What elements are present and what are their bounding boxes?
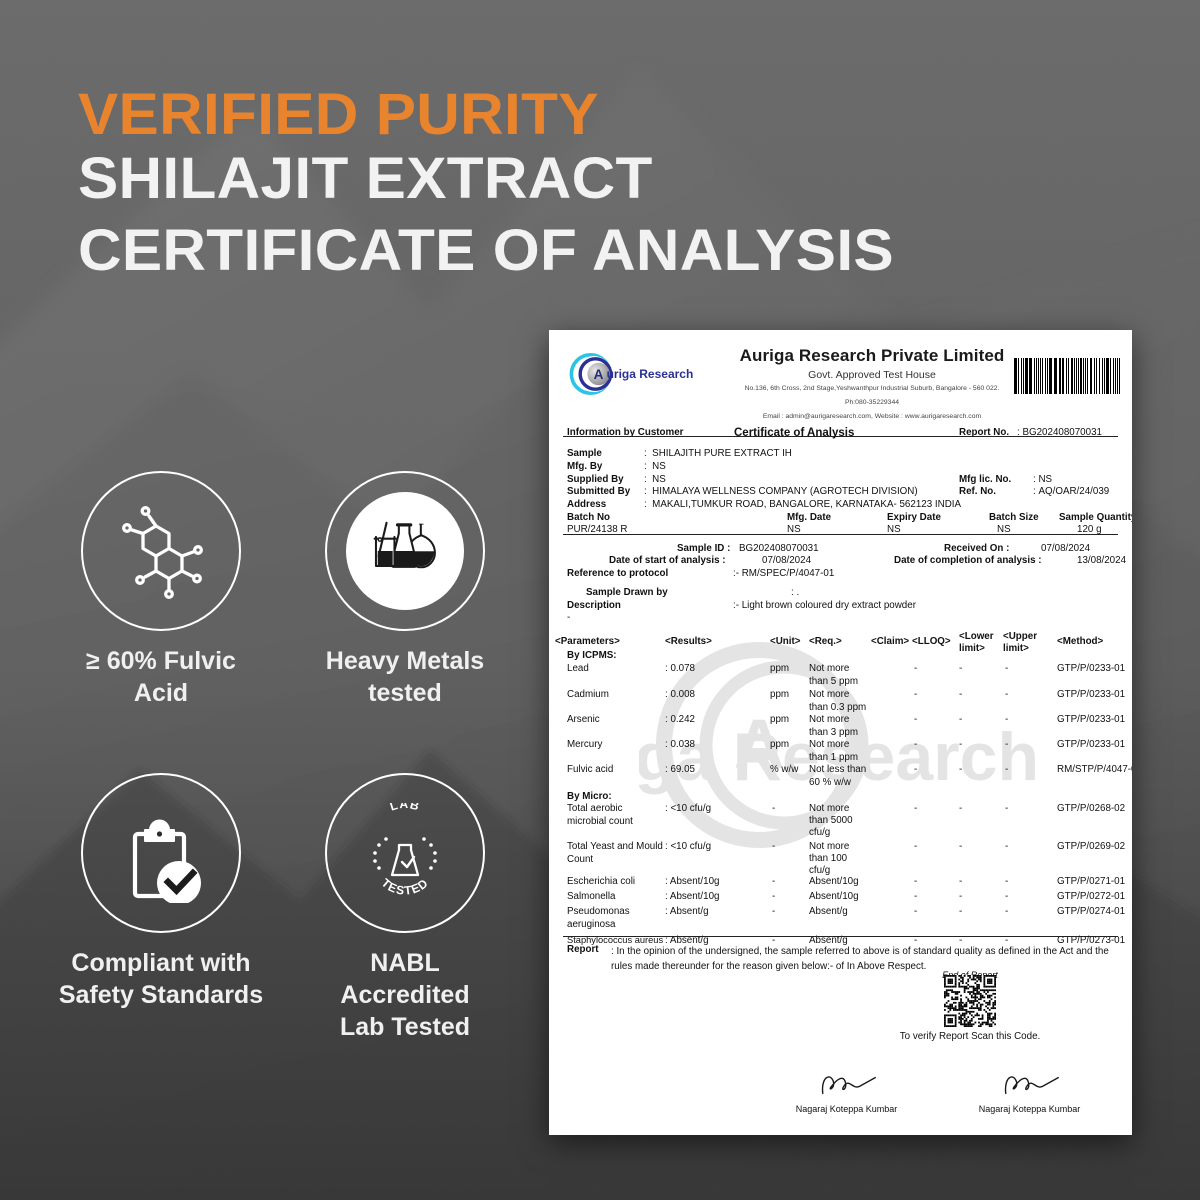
svg-text:A: A bbox=[594, 367, 604, 382]
svg-text:TESTED: TESTED bbox=[379, 876, 432, 898]
svg-text:LAB: LAB bbox=[388, 803, 422, 814]
svg-text:uriga Research: uriga Research bbox=[607, 367, 694, 381]
